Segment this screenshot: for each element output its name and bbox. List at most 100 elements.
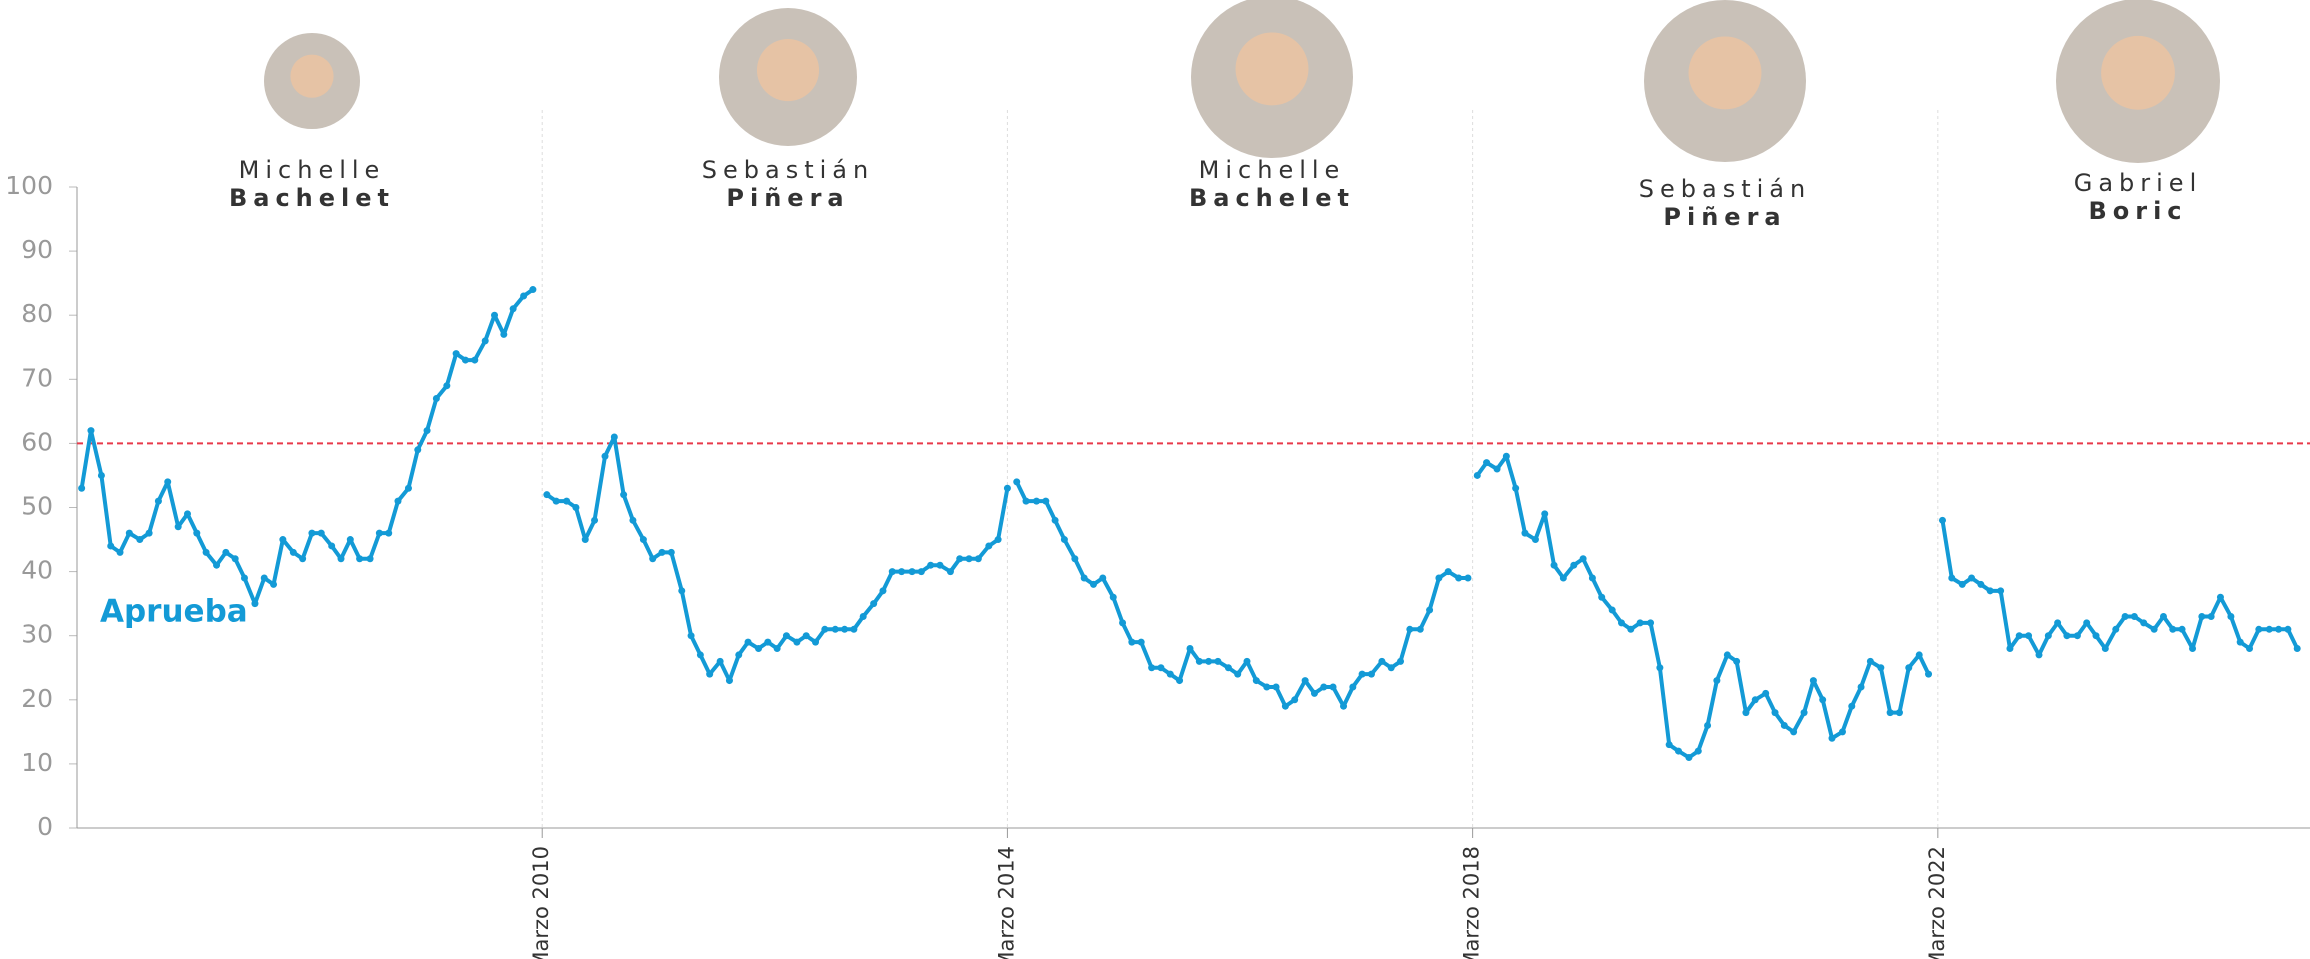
point bbox=[2151, 626, 2158, 633]
point bbox=[956, 555, 963, 562]
photo-face bbox=[757, 39, 819, 101]
point bbox=[232, 555, 239, 562]
point bbox=[1609, 607, 1616, 614]
point bbox=[376, 530, 383, 537]
chart: 0102030405060708090100Marzo 2010Marzo 20… bbox=[0, 0, 2310, 959]
point bbox=[1819, 696, 1826, 703]
point bbox=[1243, 658, 1250, 665]
point bbox=[1858, 683, 1865, 690]
point bbox=[706, 671, 713, 678]
point bbox=[774, 645, 781, 652]
point bbox=[107, 542, 114, 549]
point bbox=[405, 485, 412, 492]
x-tick-label: Marzo 2010 bbox=[529, 846, 553, 959]
point bbox=[1119, 619, 1126, 626]
point bbox=[1359, 671, 1366, 678]
point bbox=[717, 658, 724, 665]
point bbox=[2063, 632, 2070, 639]
point bbox=[1273, 683, 1280, 690]
point bbox=[745, 639, 752, 646]
y-tick-label: 40 bbox=[21, 556, 53, 585]
point bbox=[995, 536, 1002, 543]
point bbox=[491, 312, 498, 319]
point bbox=[87, 427, 94, 434]
point bbox=[629, 517, 636, 524]
point bbox=[1987, 587, 1994, 594]
point bbox=[394, 498, 401, 505]
point bbox=[1656, 664, 1663, 671]
president-last-name: Bachelet bbox=[229, 184, 395, 212]
point bbox=[1896, 709, 1903, 716]
y-tick-label: 100 bbox=[5, 171, 53, 200]
point bbox=[850, 626, 857, 633]
point bbox=[1772, 709, 1779, 716]
point bbox=[2160, 613, 2167, 620]
point bbox=[2036, 651, 2043, 658]
point bbox=[1253, 677, 1260, 684]
point bbox=[2266, 626, 2273, 633]
point bbox=[1580, 555, 1587, 562]
point bbox=[2255, 626, 2262, 633]
president-last-name: Boric bbox=[2088, 197, 2187, 225]
point bbox=[279, 536, 286, 543]
point bbox=[2208, 613, 2215, 620]
president-first-name: Michelle bbox=[1199, 156, 1346, 184]
point bbox=[1968, 575, 1975, 582]
point bbox=[1042, 498, 1049, 505]
point bbox=[1052, 517, 1059, 524]
point bbox=[1128, 639, 1135, 646]
point bbox=[1311, 690, 1318, 697]
point bbox=[543, 491, 550, 498]
point bbox=[367, 555, 374, 562]
point bbox=[1291, 696, 1298, 703]
point bbox=[1637, 619, 1644, 626]
point bbox=[1848, 703, 1855, 710]
point bbox=[251, 600, 258, 607]
point bbox=[1704, 722, 1711, 729]
point bbox=[146, 530, 153, 537]
point bbox=[947, 568, 954, 575]
y-tick-label: 30 bbox=[21, 620, 53, 649]
point bbox=[640, 536, 647, 543]
point bbox=[860, 613, 867, 620]
point bbox=[1925, 671, 1932, 678]
point bbox=[482, 337, 489, 344]
photo-face bbox=[1236, 32, 1309, 105]
point bbox=[582, 536, 589, 543]
point bbox=[1589, 575, 1596, 582]
point bbox=[1196, 658, 1203, 665]
point bbox=[1081, 575, 1088, 582]
point bbox=[1762, 690, 1769, 697]
president-last-name: Piñera bbox=[1663, 203, 1786, 231]
president-last-name: Bachelet bbox=[1189, 184, 1355, 212]
point bbox=[1157, 664, 1164, 671]
point bbox=[1867, 658, 1874, 665]
point bbox=[764, 639, 771, 646]
point bbox=[803, 632, 810, 639]
point bbox=[338, 555, 345, 562]
point bbox=[2006, 645, 2013, 652]
point bbox=[1512, 485, 1519, 492]
point bbox=[1214, 658, 1221, 665]
point bbox=[328, 542, 335, 549]
point bbox=[1977, 581, 1984, 588]
point bbox=[1839, 728, 1846, 735]
point bbox=[697, 651, 704, 658]
point bbox=[1176, 677, 1183, 684]
president-first-name: Sebastián bbox=[702, 156, 874, 184]
point bbox=[553, 498, 560, 505]
point bbox=[975, 555, 982, 562]
point bbox=[500, 331, 507, 338]
point bbox=[1090, 581, 1097, 588]
point bbox=[1752, 696, 1759, 703]
x-tick-label: Marzo 2014 bbox=[994, 846, 1018, 959]
point bbox=[126, 530, 133, 537]
point bbox=[1378, 658, 1385, 665]
point bbox=[1781, 722, 1788, 729]
point bbox=[1282, 703, 1289, 710]
president-first-name: Gabriel bbox=[2074, 169, 2203, 197]
point bbox=[414, 446, 421, 453]
point bbox=[1647, 619, 1654, 626]
point bbox=[2025, 632, 2032, 639]
point bbox=[735, 651, 742, 658]
